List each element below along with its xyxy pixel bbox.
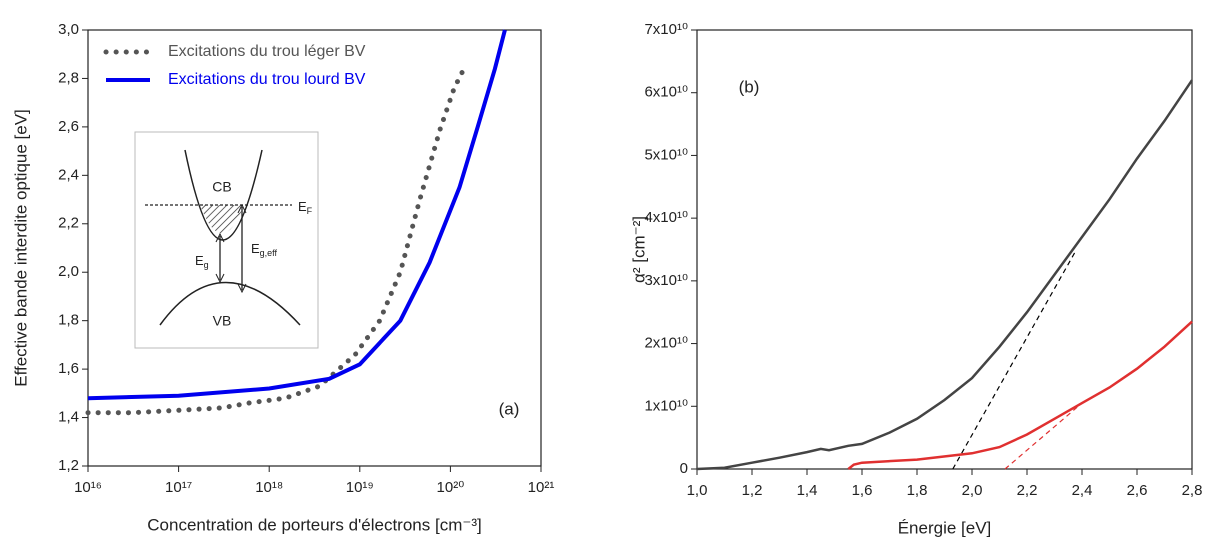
x-tick-label: 1,8 (907, 482, 928, 499)
x-tick-label: 10²⁰ (437, 479, 465, 496)
series-line (847, 320, 1193, 470)
y-tick-label: 1,4 (58, 409, 79, 426)
y-tick-label: 4x10¹⁰ (644, 209, 688, 226)
egeff-sub: g,eff (260, 248, 278, 258)
x-tick-label: 2,4 (1072, 482, 1093, 499)
x-axis-title: Concentration de porteurs d'électrons [c… (147, 515, 481, 534)
y-tick-label: 2,8 (58, 69, 79, 86)
y-tick-label: 1,6 (58, 360, 79, 377)
inset: CB VB EF Eg Eg,eff (134, 131, 319, 349)
y-tick-label: 3x10¹⁰ (644, 272, 688, 289)
filled-states (200, 205, 244, 234)
plot-frame (696, 29, 1193, 470)
ef-label: EF (298, 199, 313, 216)
series-line (696, 79, 1194, 471)
x-tick-label: 1,2 (742, 482, 763, 499)
x-tick-label: 1,6 (852, 482, 873, 499)
egeff-main: E (251, 241, 260, 256)
egeff-arrowheads (237, 203, 247, 294)
ef-sub: F (307, 206, 313, 216)
x-tick-label: 10²¹ (528, 479, 555, 496)
legend-label: Excitations du trou léger BV (168, 43, 366, 60)
y-tick-label: 2x10¹⁰ (644, 335, 688, 352)
y-tick-label: 2,0 (58, 263, 79, 280)
vb-band (159, 281, 301, 326)
ef-main: E (298, 199, 307, 214)
y-tick-label: 6x10¹⁰ (644, 84, 688, 101)
y-tick-label: 3,0 (58, 21, 79, 38)
panel-label: (b) (739, 77, 760, 96)
x-tick-label: 1,4 (797, 482, 818, 499)
vb-label: VB (213, 313, 232, 329)
x-tick-label: 1,0 (687, 482, 708, 499)
y-tick-label: 1x10¹⁰ (644, 397, 688, 414)
x-tick-label: 2,0 (962, 482, 983, 499)
y-tick-label: 1,2 (58, 457, 79, 474)
x-tick-label: 10¹⁶ (74, 479, 102, 496)
fit-line (1004, 402, 1083, 470)
series-line (87, 29, 507, 401)
y-tick-label: 7x10¹⁰ (644, 21, 688, 38)
eg-sub: g (204, 260, 209, 270)
panel: 1,0 1,2 1,4 1,6 1,8 2,0 2,2 2,4 2,6 2,8 0 1x10¹⁰ 2x1… (629, 21, 1202, 538)
x-tick-label: 2,2 (1017, 482, 1038, 499)
y-tick-label: 2,2 (58, 215, 79, 232)
y-tick-label: 2,6 (58, 118, 79, 135)
eg-main: E (195, 253, 204, 268)
x-tick-label: 2,8 (1182, 482, 1203, 499)
x-tick-label: 10¹⁹ (346, 479, 374, 496)
y-tick-label: 1,8 (58, 312, 79, 329)
series-line (85, 61, 469, 416)
y-axis-title: α² [cm⁻²] (629, 216, 648, 283)
y-tick-label: 5x10¹⁰ (644, 146, 688, 163)
x-tick-label: 10¹⁸ (255, 479, 283, 496)
y-tick-label: 2,4 (58, 166, 79, 183)
panel: 10¹⁶ 10¹⁷ 10¹⁸ 10¹⁹ 10²⁰ 10²¹ 1,2 1,4 1,6 1,8 2,0 2… (11, 21, 554, 535)
x-tick-label: 10¹⁷ (165, 479, 192, 496)
plot-frame (87, 29, 542, 467)
cb-label: CB (212, 179, 231, 195)
y-axis-title: Effective bande interdite optique [eV] (11, 109, 30, 387)
x-axis-title: Énergie [eV] (898, 518, 992, 537)
egeff-label: Eg,eff (251, 241, 278, 258)
eg-label: Eg (195, 253, 209, 270)
panel-label: (a) (499, 399, 520, 418)
x-tick-label: 2,6 (1127, 482, 1148, 499)
fit-line (952, 249, 1078, 470)
eg-arrowheads (215, 232, 225, 284)
y-tick-label: 0 (680, 460, 688, 477)
legend-label: Excitations du trou lourd BV (168, 71, 366, 88)
